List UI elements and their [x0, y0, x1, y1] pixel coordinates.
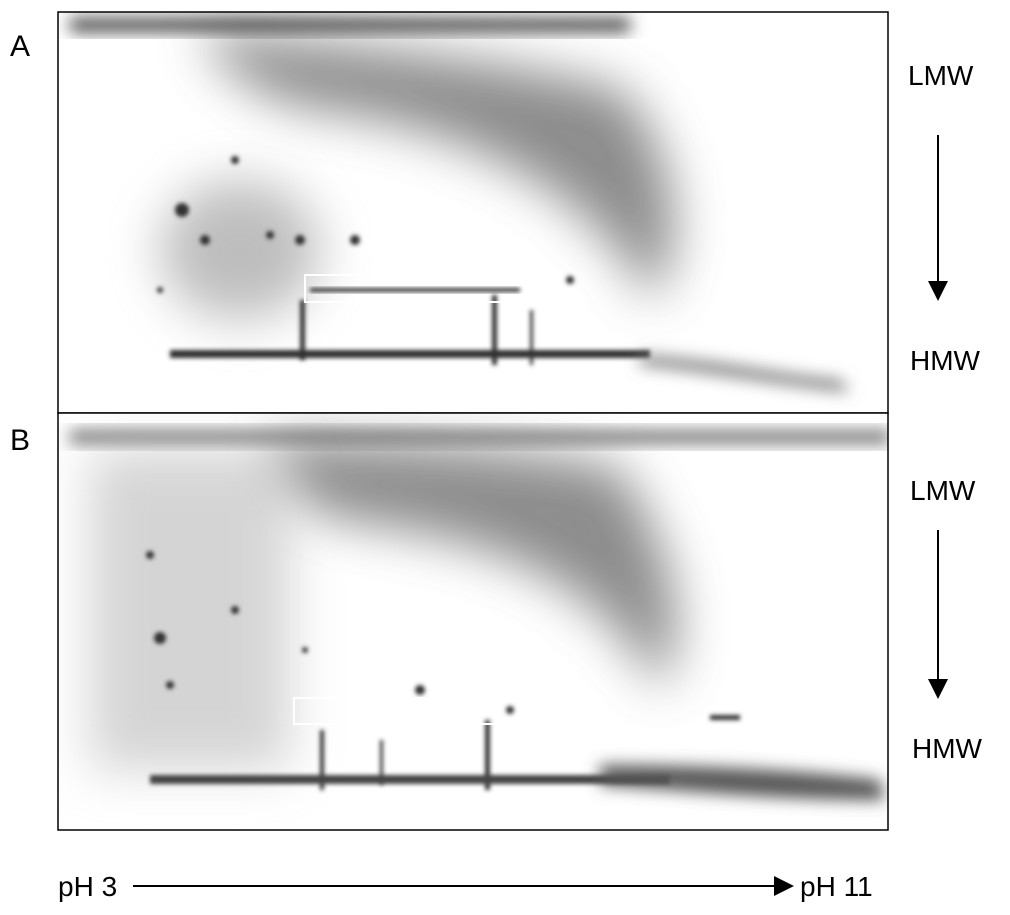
- bottom-label: HMW: [912, 733, 983, 764]
- top-band: [70, 18, 630, 32]
- streak: [640, 355, 850, 392]
- highlight-box: [293, 697, 520, 725]
- spots: [157, 156, 574, 365]
- top-band: [70, 430, 888, 444]
- highlight-box: [304, 274, 531, 303]
- gel-a: [58, 12, 888, 413]
- gel-frame: [57, 412, 889, 831]
- band: [310, 288, 520, 292]
- top-label: LMW: [910, 475, 976, 506]
- bottom-label: HMW: [910, 345, 981, 376]
- axis-start: pH 3: [58, 871, 117, 902]
- smear: [200, 30, 674, 300]
- left-smear: [90, 450, 290, 770]
- top-label: LMW: [908, 60, 974, 91]
- gel-b: [58, 413, 888, 830]
- spots: [146, 551, 740, 790]
- panel-label: B: [10, 424, 30, 457]
- spot-cluster: [160, 180, 320, 320]
- axis-end: pH 11: [800, 871, 873, 902]
- smear: [270, 440, 677, 690]
- streak: [600, 765, 885, 800]
- band: [150, 775, 670, 784]
- panel-label: A: [10, 30, 30, 63]
- band: [170, 350, 650, 358]
